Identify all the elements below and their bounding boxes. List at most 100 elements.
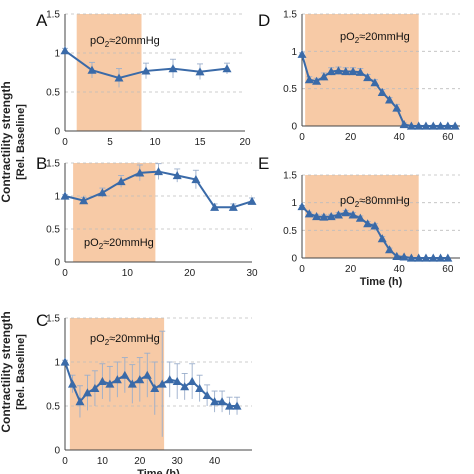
panel-c-letter: C [36,311,48,330]
panel-e-point-3 [319,212,329,221]
panel-d-point-5 [333,66,343,75]
panel-e-point-20 [443,253,453,262]
panel-a-point-4 [168,64,178,73]
panel-e-point-0 [297,202,307,211]
panel-a-xtick-4: 20 [239,137,251,148]
panel-c-point-12 [150,383,160,392]
panel-b-xtick-2: 20 [184,268,196,279]
panel-b-xtick-1: 10 [122,268,134,279]
panel-e-point-1 [304,209,314,218]
panel-d-point-8 [355,67,365,76]
panel-e-xtick-2: 40 [394,264,406,275]
panel-b-xtick-0: 0 [62,268,68,279]
ylabel-top-line2: [Rel. Baseline] [15,104,27,180]
panel-d-ytick-3: 1.5 [283,10,297,21]
panel-c-point-18 [195,383,205,392]
panel-d-ytick-2: 1 [291,47,297,58]
panel-d-ytick-0: 0 [291,122,297,133]
panel-c-point-16 [180,382,190,391]
panel-c-xtick-4: 40 [209,456,221,467]
panel-c-point-2 [75,397,85,406]
panel-e-ytick-1: 0.5 [283,226,297,237]
panel-c-point-14 [165,375,175,384]
panel-d-xtick-0: 0 [299,132,305,143]
panel-d-ytick-1: 0.5 [283,84,297,95]
panel-b-ytick-0: 0 [54,258,60,269]
panel-b-letter: B [36,154,47,173]
panel-c-annotation: pO2≈20mmHg [90,333,160,347]
panel-c-xtick-0: 0 [62,456,68,467]
panel-e-xtick-1: 20 [345,264,357,275]
panel-b-ytick-1: 0.5 [46,225,60,236]
panel-e-point-7 [348,210,358,219]
panel-e-point-11 [377,234,387,243]
panel-b-point-10 [247,196,257,205]
panel-e-point-17 [421,253,431,262]
panel-b-point-4 [135,168,145,177]
panel-a-point-5 [195,67,205,76]
panel-e-point-2 [312,212,322,221]
panel-b-point-8 [210,202,220,211]
panel-d-xtick-2: 40 [394,132,406,143]
panel-e-point-19 [436,253,446,262]
panel-c-point-13 [157,379,167,388]
panel-c-xlabel: Time (h) [137,468,180,474]
panel-d-point-11 [377,87,387,96]
ylabel-top-line1: Contractility strength [0,81,13,202]
panel-d-point-1 [304,75,314,84]
panel-e-point-12 [385,245,395,254]
panel-a-ytick-1: 0.5 [46,88,60,99]
panel-a-xtick-0: 0 [62,137,68,148]
panel-d-letter: D [258,11,270,30]
panel-d-point-19 [436,121,446,130]
panel-e-xlabel: Time (h) [360,276,403,288]
panel-c-point-21 [217,397,227,406]
panel-c-xtick-3: 30 [172,456,184,467]
panel-c-point-9 [127,379,137,388]
panel-d-annotation: pO2≈20mmHg [340,31,410,45]
panel-a-xtick-2: 10 [149,137,161,148]
panel-e-point-9 [363,219,373,228]
panel-a-xtick-1: 5 [107,137,113,148]
panel-c-point-7 [112,375,122,384]
panel-e-point-6 [341,208,351,217]
panel-c-point-20 [210,397,220,406]
panel-a-point-0 [60,46,70,55]
panel-a-point-3 [141,66,151,75]
panel-a-annotation: pO2≈20mmHg [90,35,160,49]
panel-d-point-0 [297,49,307,58]
panel-c-ytick-1: 0.5 [46,402,60,413]
panel-e-point-16 [414,253,424,262]
panel-c-point-11 [142,370,152,379]
panel-e-ytick-0: 0 [291,254,297,265]
panel-e-point-14 [399,252,409,261]
panel-d-point-12 [385,95,395,104]
panel-c-point-8 [120,370,130,379]
panel-e-ytick-3: 1.5 [283,171,297,182]
ylabel-bottom-line1: Contractility strength [0,311,13,432]
panel-b-point-0 [60,191,70,200]
panel-b-point-3 [116,176,126,186]
ylabel-bottom-line2: [Rel. Baseline] [15,334,27,410]
panel-e-point-13 [392,251,402,260]
panel-e-point-15 [406,253,416,262]
panel-a-ytick-3: 1.5 [46,10,60,21]
panel-c-ytick-0: 0 [54,446,60,457]
panel-b-point-7 [191,175,201,184]
panel-a-ytick-2: 1 [54,49,60,60]
panel-d-point-15 [406,121,416,130]
panel-a-letter: A [36,11,48,30]
panel-a-point-2 [114,73,124,82]
panel-b-xtick-3: 30 [246,268,258,279]
panel-b-annotation: pO2≈20mmHg [84,237,154,251]
panel-d-point-18 [428,121,438,130]
panel-d-point-4 [326,66,336,76]
panel-c-point-3 [82,388,92,397]
panel-c-xtick-1: 10 [97,456,109,467]
panel-d-xtick-1: 20 [345,132,357,143]
panel-c-xtick-2: 20 [134,456,146,467]
panel-e-xtick-0: 0 [299,264,305,275]
panel-d-xtick-3: 60 [442,132,454,143]
panel-b-point-5 [154,167,163,176]
